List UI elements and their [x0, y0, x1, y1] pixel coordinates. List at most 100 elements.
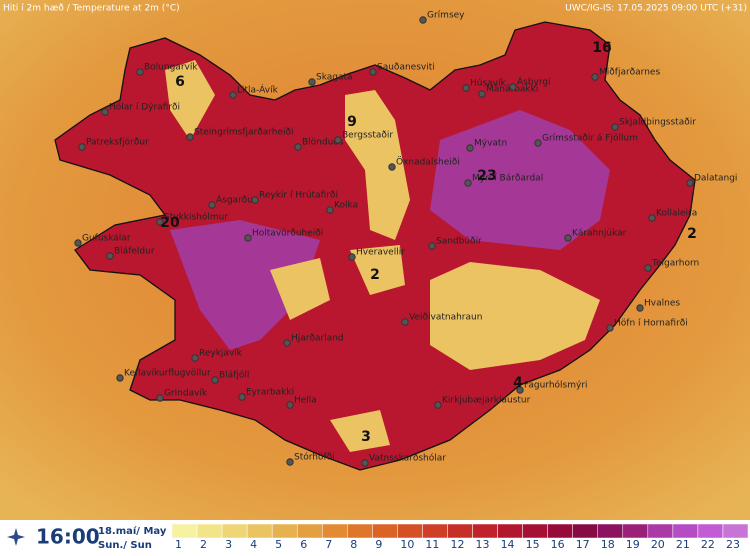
legend-swatch	[522, 523, 548, 539]
station-label: Sauðanesviti	[377, 63, 435, 73]
station-dot	[516, 386, 524, 394]
legend-label: 6	[300, 538, 307, 551]
station-dot	[116, 374, 124, 382]
legend-swatch	[322, 523, 348, 539]
station-label: Húsavík	[470, 79, 507, 89]
station-label: Patreksfjörður	[86, 138, 149, 148]
legend-swatch	[271, 523, 298, 539]
legend-swatch	[722, 523, 749, 539]
legend-swatch	[647, 523, 674, 539]
station-dot	[644, 264, 652, 272]
station-dot	[78, 143, 86, 151]
station-label: Reykjavík	[199, 349, 243, 359]
station-dot	[191, 354, 199, 362]
station-dot	[636, 304, 644, 312]
station-label: Skagatá	[316, 73, 353, 83]
station-label: Miðfjarðarnes	[599, 68, 660, 78]
station-dot	[462, 84, 470, 92]
station-dot	[251, 196, 259, 204]
station-dot	[101, 108, 109, 116]
station-label: Ásgarður	[216, 194, 257, 206]
station-dot	[564, 234, 572, 242]
legend-label: 20	[651, 538, 665, 551]
station-label: Grindavík	[164, 389, 208, 399]
station-label: Kollaleira	[656, 209, 697, 219]
legend-swatch	[221, 523, 248, 539]
station-dot	[244, 234, 252, 242]
station-label: Höfn í Hornafirði	[614, 319, 688, 329]
station-dot	[611, 123, 619, 131]
station-label: Fagurhólsmýri	[524, 380, 588, 391]
extreme-label: 16	[592, 40, 611, 56]
station-label: Veiðivatnahraun	[409, 313, 482, 323]
station-label: Teigarhorn	[651, 259, 699, 269]
legend-label: 23	[726, 538, 740, 551]
station-dot	[283, 339, 291, 347]
station-label: Bláfeldur	[114, 247, 155, 257]
station-dot	[606, 324, 614, 332]
station-dot	[428, 242, 436, 250]
station-label: Kárahnjúkar	[572, 229, 627, 239]
station-label: Bolungarvík	[144, 63, 198, 73]
legend-swatch	[472, 523, 498, 539]
station-dot	[464, 179, 472, 187]
station-dot	[156, 218, 164, 226]
station-dot	[186, 133, 194, 141]
extreme-label: 2	[687, 226, 697, 242]
station-dot	[348, 253, 356, 261]
legend-label: 10	[400, 538, 414, 551]
station-dot	[238, 393, 246, 401]
legend-label: 4	[250, 538, 257, 551]
station-label: Keflavíkurflugvöllur	[124, 369, 211, 379]
station-label: Steingrímsfjarðarheiði	[194, 128, 294, 138]
station-dot	[229, 91, 237, 99]
station-label: Grímsey	[427, 11, 465, 21]
cool-inland	[165, 60, 600, 452]
extreme-label: 9	[347, 114, 357, 130]
station-dot	[361, 459, 369, 467]
legend-label: 2	[200, 538, 207, 551]
station-label: Bergsstaðir	[342, 131, 393, 141]
legend-swatch	[347, 523, 373, 539]
station-label: Vatnsskarðshólar	[369, 453, 446, 464]
legend-swatch	[397, 523, 423, 539]
logo-icon	[7, 528, 25, 546]
station-dot	[211, 376, 219, 384]
station-dot	[478, 90, 486, 98]
extreme-label: 3	[361, 429, 371, 445]
extreme-label: 4	[513, 375, 523, 391]
station-dot	[648, 214, 656, 222]
station-label: Hveravellir	[356, 248, 405, 258]
station-dot	[434, 401, 442, 409]
station-label: Eyrarbakki	[246, 388, 294, 398]
legend-swatch	[547, 523, 573, 539]
station-dot	[369, 68, 377, 76]
station-dot	[308, 78, 316, 86]
legend-swatch	[447, 523, 473, 539]
station-dot	[156, 394, 164, 402]
station-dot	[334, 136, 342, 144]
station-dot	[591, 73, 599, 81]
legend-label: 5	[275, 538, 282, 551]
station-dot	[401, 318, 409, 326]
legend-label: 1	[175, 538, 182, 551]
legend-label: 14	[501, 538, 515, 551]
legend-swatch	[171, 523, 198, 539]
station-label: Holtavörðuheiði	[252, 229, 323, 239]
station-label: Hjarðarland	[291, 334, 344, 344]
header-left: Hiti í 2m hæð / Temperature at 2m (°C)	[3, 4, 180, 14]
legend-label: 21	[676, 538, 690, 551]
weekday: Sun./ Sun	[98, 540, 152, 551]
station-label: Gufuskálar	[82, 234, 131, 244]
station-label: Skjaldþingsstaðir	[619, 118, 696, 128]
station-label: Stórhöfði	[294, 452, 335, 463]
extreme-label: 6	[175, 74, 185, 90]
station-label: Sandbúðir	[436, 237, 482, 247]
legend-swatch	[422, 523, 448, 539]
time: 16:00	[36, 525, 100, 549]
station-label: Reykir í Hrútafirði	[259, 191, 338, 201]
legend-label: 18	[601, 538, 615, 551]
legend-label: 8	[350, 538, 357, 551]
legend-swatch	[296, 523, 323, 539]
